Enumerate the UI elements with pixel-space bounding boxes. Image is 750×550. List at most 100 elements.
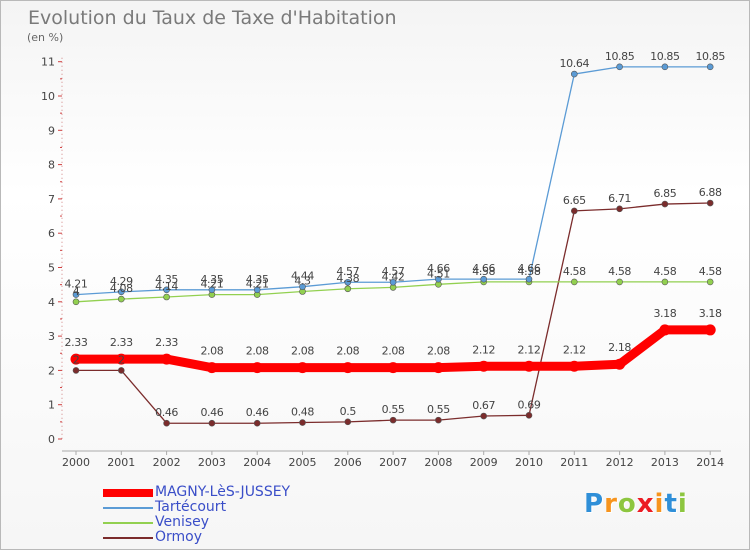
data-label-2: 4.58 [653, 265, 676, 278]
logo-letter-t: t [664, 489, 678, 519]
data-label-1: 10.64 [560, 57, 590, 70]
y-tick-label: 7 [48, 193, 55, 206]
data-label-2: 4.21 [200, 278, 223, 291]
data-label-1: 4.29 [110, 275, 133, 288]
series-point-2 [570, 278, 578, 286]
data-label-3: 2 [118, 353, 125, 366]
legend-swatch-tartecourt [103, 507, 153, 509]
data-label-2: 4.51 [427, 267, 450, 280]
x-tick-label: 2012 [606, 456, 634, 469]
series-point-3 [706, 199, 714, 207]
data-label-1: 4.57 [382, 265, 405, 278]
x-tick-label: 2006 [334, 456, 362, 469]
logo-letter-i2: i [677, 489, 688, 519]
series-point-0 [478, 360, 490, 372]
data-label-3: 0.48 [291, 406, 314, 419]
series-point-0 [115, 353, 127, 365]
logo-letter-p: P [584, 489, 605, 519]
data-label-1: 4.35 [155, 273, 178, 286]
x-tick-label: 2008 [424, 456, 452, 469]
series-point-2 [344, 285, 352, 293]
x-tick-label: 2000 [62, 456, 90, 469]
data-label-0: 2.12 [518, 343, 541, 356]
data-label-3: 0.55 [382, 403, 405, 416]
data-label-2: 4.08 [110, 282, 133, 295]
series-point-3 [389, 416, 397, 424]
y-tick-label: 2 [48, 364, 55, 377]
data-label-1: 4.66 [472, 262, 495, 275]
data-label-3: 0.46 [200, 406, 223, 419]
data-label-3: 6.65 [563, 194, 586, 207]
series-point-3 [344, 418, 352, 426]
data-label-3: 0.69 [518, 398, 541, 411]
legend-swatch-ormoy [103, 537, 153, 539]
data-label-0: 2.12 [563, 343, 586, 356]
series-point-3 [435, 416, 442, 424]
x-tick-label: 2005 [289, 456, 317, 469]
series-point-2 [118, 295, 125, 303]
series-point-1 [163, 286, 170, 294]
series-point-2 [163, 293, 170, 301]
data-label-3: 6.71 [608, 192, 631, 205]
series-point-2 [661, 278, 669, 286]
series-point-1 [661, 63, 669, 71]
legend-swatch-venisey [103, 522, 153, 524]
x-tick-label: 2014 [696, 456, 724, 469]
logo-letter-i: i [654, 489, 665, 519]
data-label-0: 2.33 [65, 336, 88, 349]
data-label-1: 4.35 [200, 273, 223, 286]
legend-label-tartecourt: Tartécourt [155, 499, 227, 515]
series-line-3 [75, 202, 711, 424]
y-tick-label: 1 [48, 399, 55, 412]
series-line-1 [75, 66, 711, 296]
data-label-1: 4.35 [246, 273, 269, 286]
series-point-1 [344, 278, 352, 286]
data-label-0: 2.08 [427, 345, 450, 358]
data-label-0: 2.12 [472, 343, 495, 356]
series-point-3 [525, 412, 533, 419]
series-point-3 [480, 412, 488, 420]
x-tick-label: 2007 [379, 456, 407, 469]
series-point-3 [299, 419, 306, 426]
x-tick-label: 2010 [515, 456, 543, 469]
series-point-0 [432, 362, 444, 374]
series-point-0 [523, 360, 535, 372]
data-label-2: 4.3 [294, 275, 311, 288]
series-point-1 [253, 286, 261, 294]
data-label-1: 4.44 [291, 270, 314, 283]
y-tick-label: 9 [48, 124, 55, 137]
series-point-1 [525, 275, 533, 283]
series-point-1 [208, 286, 216, 294]
data-label-0: 2.33 [155, 336, 178, 349]
series-point-3 [163, 419, 170, 427]
series-point-1 [72, 291, 80, 298]
y-tick-label: 5 [48, 262, 55, 275]
series-point-1 [435, 275, 442, 283]
data-label-3: 0.67 [472, 399, 495, 412]
series-point-0 [297, 362, 308, 374]
data-label-1: 10.85 [650, 50, 680, 63]
data-label-3: 0.55 [427, 403, 450, 416]
data-label-3: 0.46 [246, 406, 269, 419]
data-label-2: 4.14 [155, 280, 178, 293]
series-point-0 [614, 358, 626, 370]
data-label-2: 4.21 [246, 278, 269, 291]
series-point-1 [570, 70, 578, 78]
y-tick-label: 8 [48, 159, 55, 172]
series-point-3 [72, 367, 80, 374]
data-label-0: 2.08 [200, 345, 223, 358]
series-point-1 [706, 63, 714, 71]
series-point-1 [616, 63, 623, 71]
proxiti-logo: Proxiti [584, 489, 688, 519]
series-point-1 [389, 278, 397, 286]
series-point-0 [342, 362, 354, 374]
y-tick-label: 3 [48, 330, 55, 343]
y-unit-label: (en %) [27, 31, 64, 44]
data-label-2: 4.38 [336, 272, 359, 285]
y-tick-label: 6 [48, 227, 55, 240]
series-point-1 [480, 275, 488, 283]
series-point-2 [616, 278, 623, 286]
data-label-0: 2.08 [291, 345, 314, 358]
series-point-2 [72, 298, 80, 306]
